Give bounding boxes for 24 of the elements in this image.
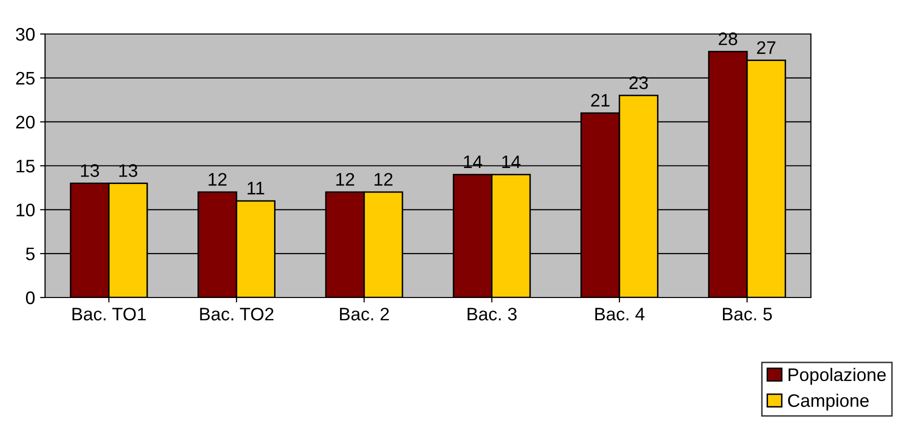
- data-label: 11: [248, 182, 264, 194]
- data-label: 12: [336, 172, 354, 186]
- y-tick-label: 20: [16, 116, 35, 129]
- y-tick-label: 0: [26, 291, 35, 304]
- data-label: 14: [502, 156, 520, 168]
- data-label: 12: [374, 172, 392, 186]
- y-tick-label: 5: [26, 248, 35, 260]
- y-tick-label: 15: [16, 160, 35, 172]
- x-tick-label: Bac. TO2: [200, 308, 274, 320]
- data-label: 12: [208, 172, 226, 186]
- x-tick-label: Bac. 2: [340, 308, 389, 320]
- y-tick-label: 10: [16, 204, 35, 216]
- data-label: 27: [757, 41, 776, 54]
- data-label: 13: [81, 164, 99, 177]
- y-tick-label: 30: [16, 28, 35, 41]
- legend-label: Campione: [788, 394, 869, 411]
- data-label: 14: [464, 156, 482, 168]
- y-tick-label: 25: [16, 72, 35, 85]
- x-tick-label: Bac. TO1: [72, 308, 146, 320]
- x-tick-label: Bac. 3: [468, 308, 517, 320]
- data-label: 21: [591, 94, 610, 107]
- x-tick-label: Bac. 4: [595, 308, 645, 320]
- x-tick-label: Bac. 5: [722, 308, 772, 320]
- legend-label: Popolazione: [788, 368, 886, 385]
